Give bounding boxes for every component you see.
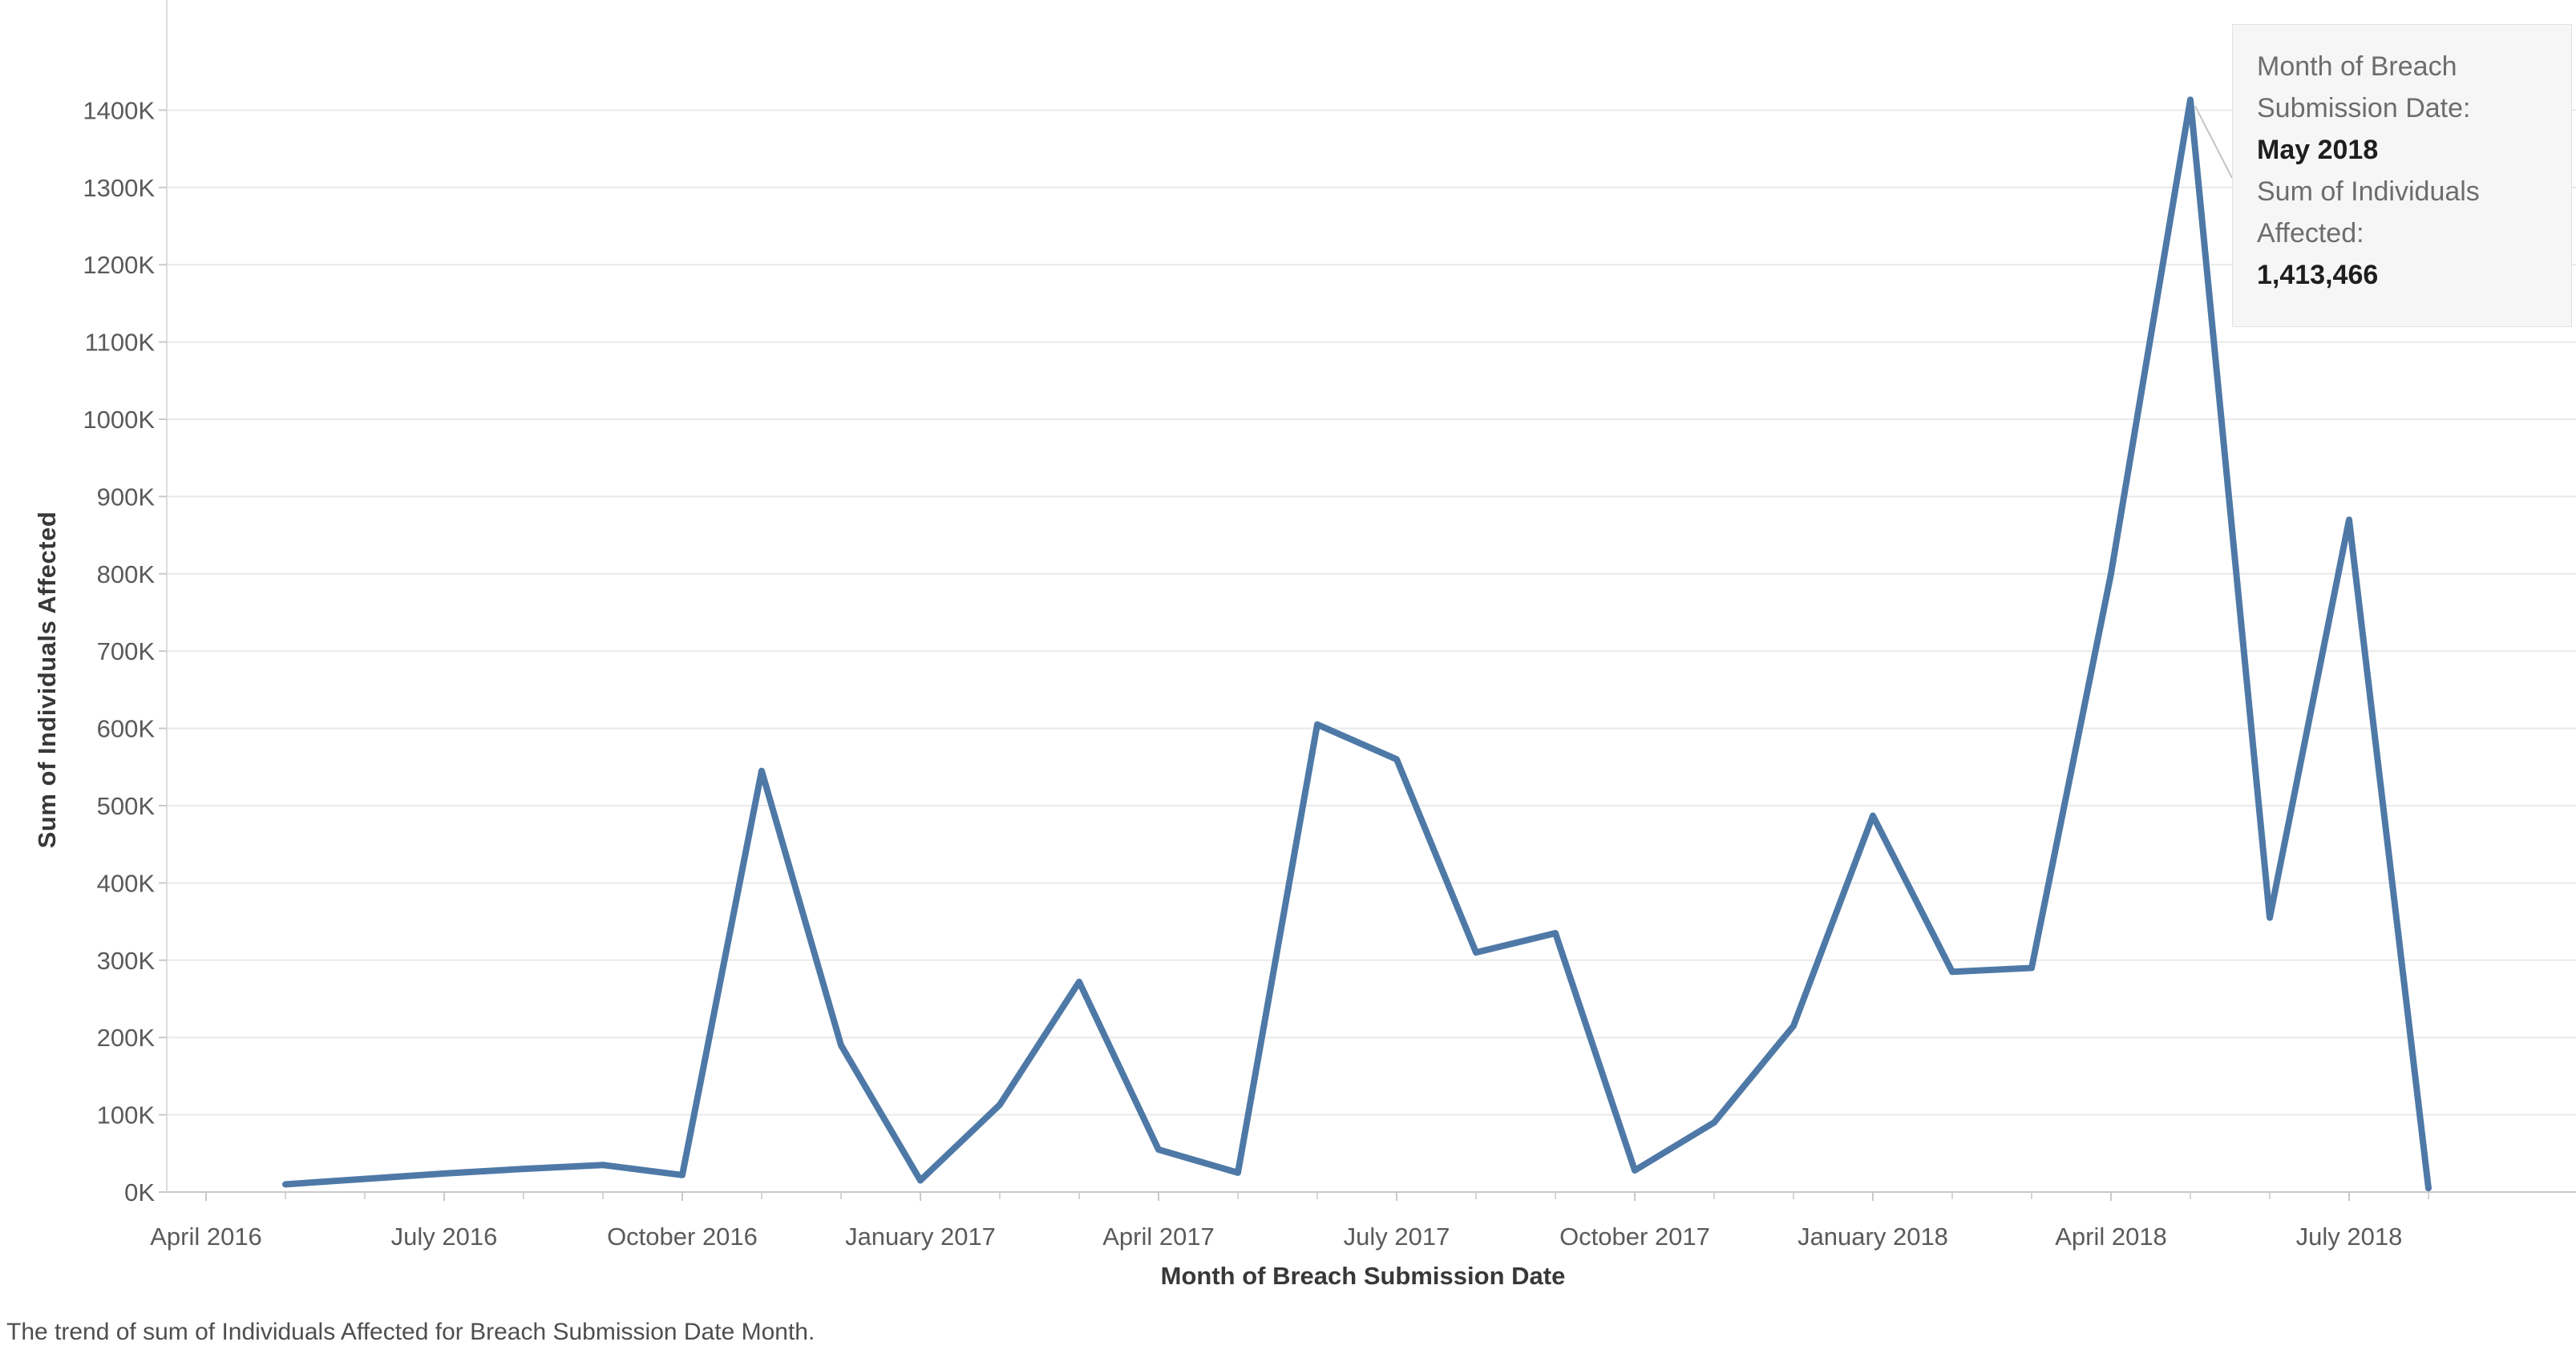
svg-text:April 2017: April 2017 bbox=[1102, 1223, 1215, 1251]
tooltip-field-value: May 2018 bbox=[2257, 135, 2379, 165]
svg-text:1300K: 1300K bbox=[83, 174, 155, 202]
svg-text:July 2017: July 2017 bbox=[1344, 1223, 1450, 1251]
svg-text:300K: 300K bbox=[97, 947, 156, 975]
svg-text:1200K: 1200K bbox=[83, 251, 155, 279]
svg-text:April 2018: April 2018 bbox=[2055, 1223, 2167, 1251]
svg-text:0K: 0K bbox=[124, 1178, 155, 1206]
svg-text:October 2016: October 2016 bbox=[607, 1223, 758, 1251]
svg-text:October 2017: October 2017 bbox=[1559, 1223, 1710, 1251]
svg-text:900K: 900K bbox=[97, 483, 156, 511]
svg-text:700K: 700K bbox=[97, 637, 156, 665]
x-axis-ticks: April 2016 July 2016 October 2016 January 2… bbox=[150, 1192, 2429, 1251]
y-axis-ticks: 0K 100K 200K 300K 400K 500K 600K 700K 800K 900K 10… bbox=[83, 96, 167, 1206]
svg-text:January 2018: January 2018 bbox=[1798, 1223, 1948, 1251]
svg-text:1400K: 1400K bbox=[83, 96, 155, 124]
worksheet-caption: The trend of sum of Individuals Affected… bbox=[6, 1319, 815, 1345]
svg-text:400K: 400K bbox=[97, 869, 156, 897]
svg-text:April 2016: April 2016 bbox=[150, 1223, 262, 1251]
svg-text:1100K: 1100K bbox=[85, 329, 156, 357]
svg-text:200K: 200K bbox=[97, 1024, 156, 1052]
tooltip-measure-label: Sum of Individuals Affected: bbox=[2257, 176, 2480, 249]
y-axis-title: Sum of Individuals Affected bbox=[33, 511, 61, 849]
svg-text:July 2018: July 2018 bbox=[2296, 1223, 2403, 1251]
svg-text:100K: 100K bbox=[97, 1101, 156, 1130]
tooltip-leader-line bbox=[2194, 105, 2233, 179]
gridlines bbox=[167, 109, 2576, 1193]
svg-text:800K: 800K bbox=[97, 560, 156, 588]
svg-text:500K: 500K bbox=[97, 792, 156, 820]
tooltip-field-label: Month of Breach Submission Date: bbox=[2257, 51, 2471, 123]
svg-text:1000K: 1000K bbox=[83, 406, 155, 434]
svg-text:600K: 600K bbox=[97, 715, 156, 743]
svg-text:July 2016: July 2016 bbox=[391, 1223, 498, 1251]
svg-text:January 2017: January 2017 bbox=[845, 1223, 996, 1251]
x-axis-title: Month of Breach Submission Date bbox=[1160, 1262, 1566, 1290]
hover-tooltip: Month of Breach Submission Date: May 201… bbox=[2232, 24, 2572, 327]
trend-line[interactable] bbox=[282, 96, 2432, 1192]
tooltip-measure-value: 1,413,466 bbox=[2257, 260, 2379, 290]
